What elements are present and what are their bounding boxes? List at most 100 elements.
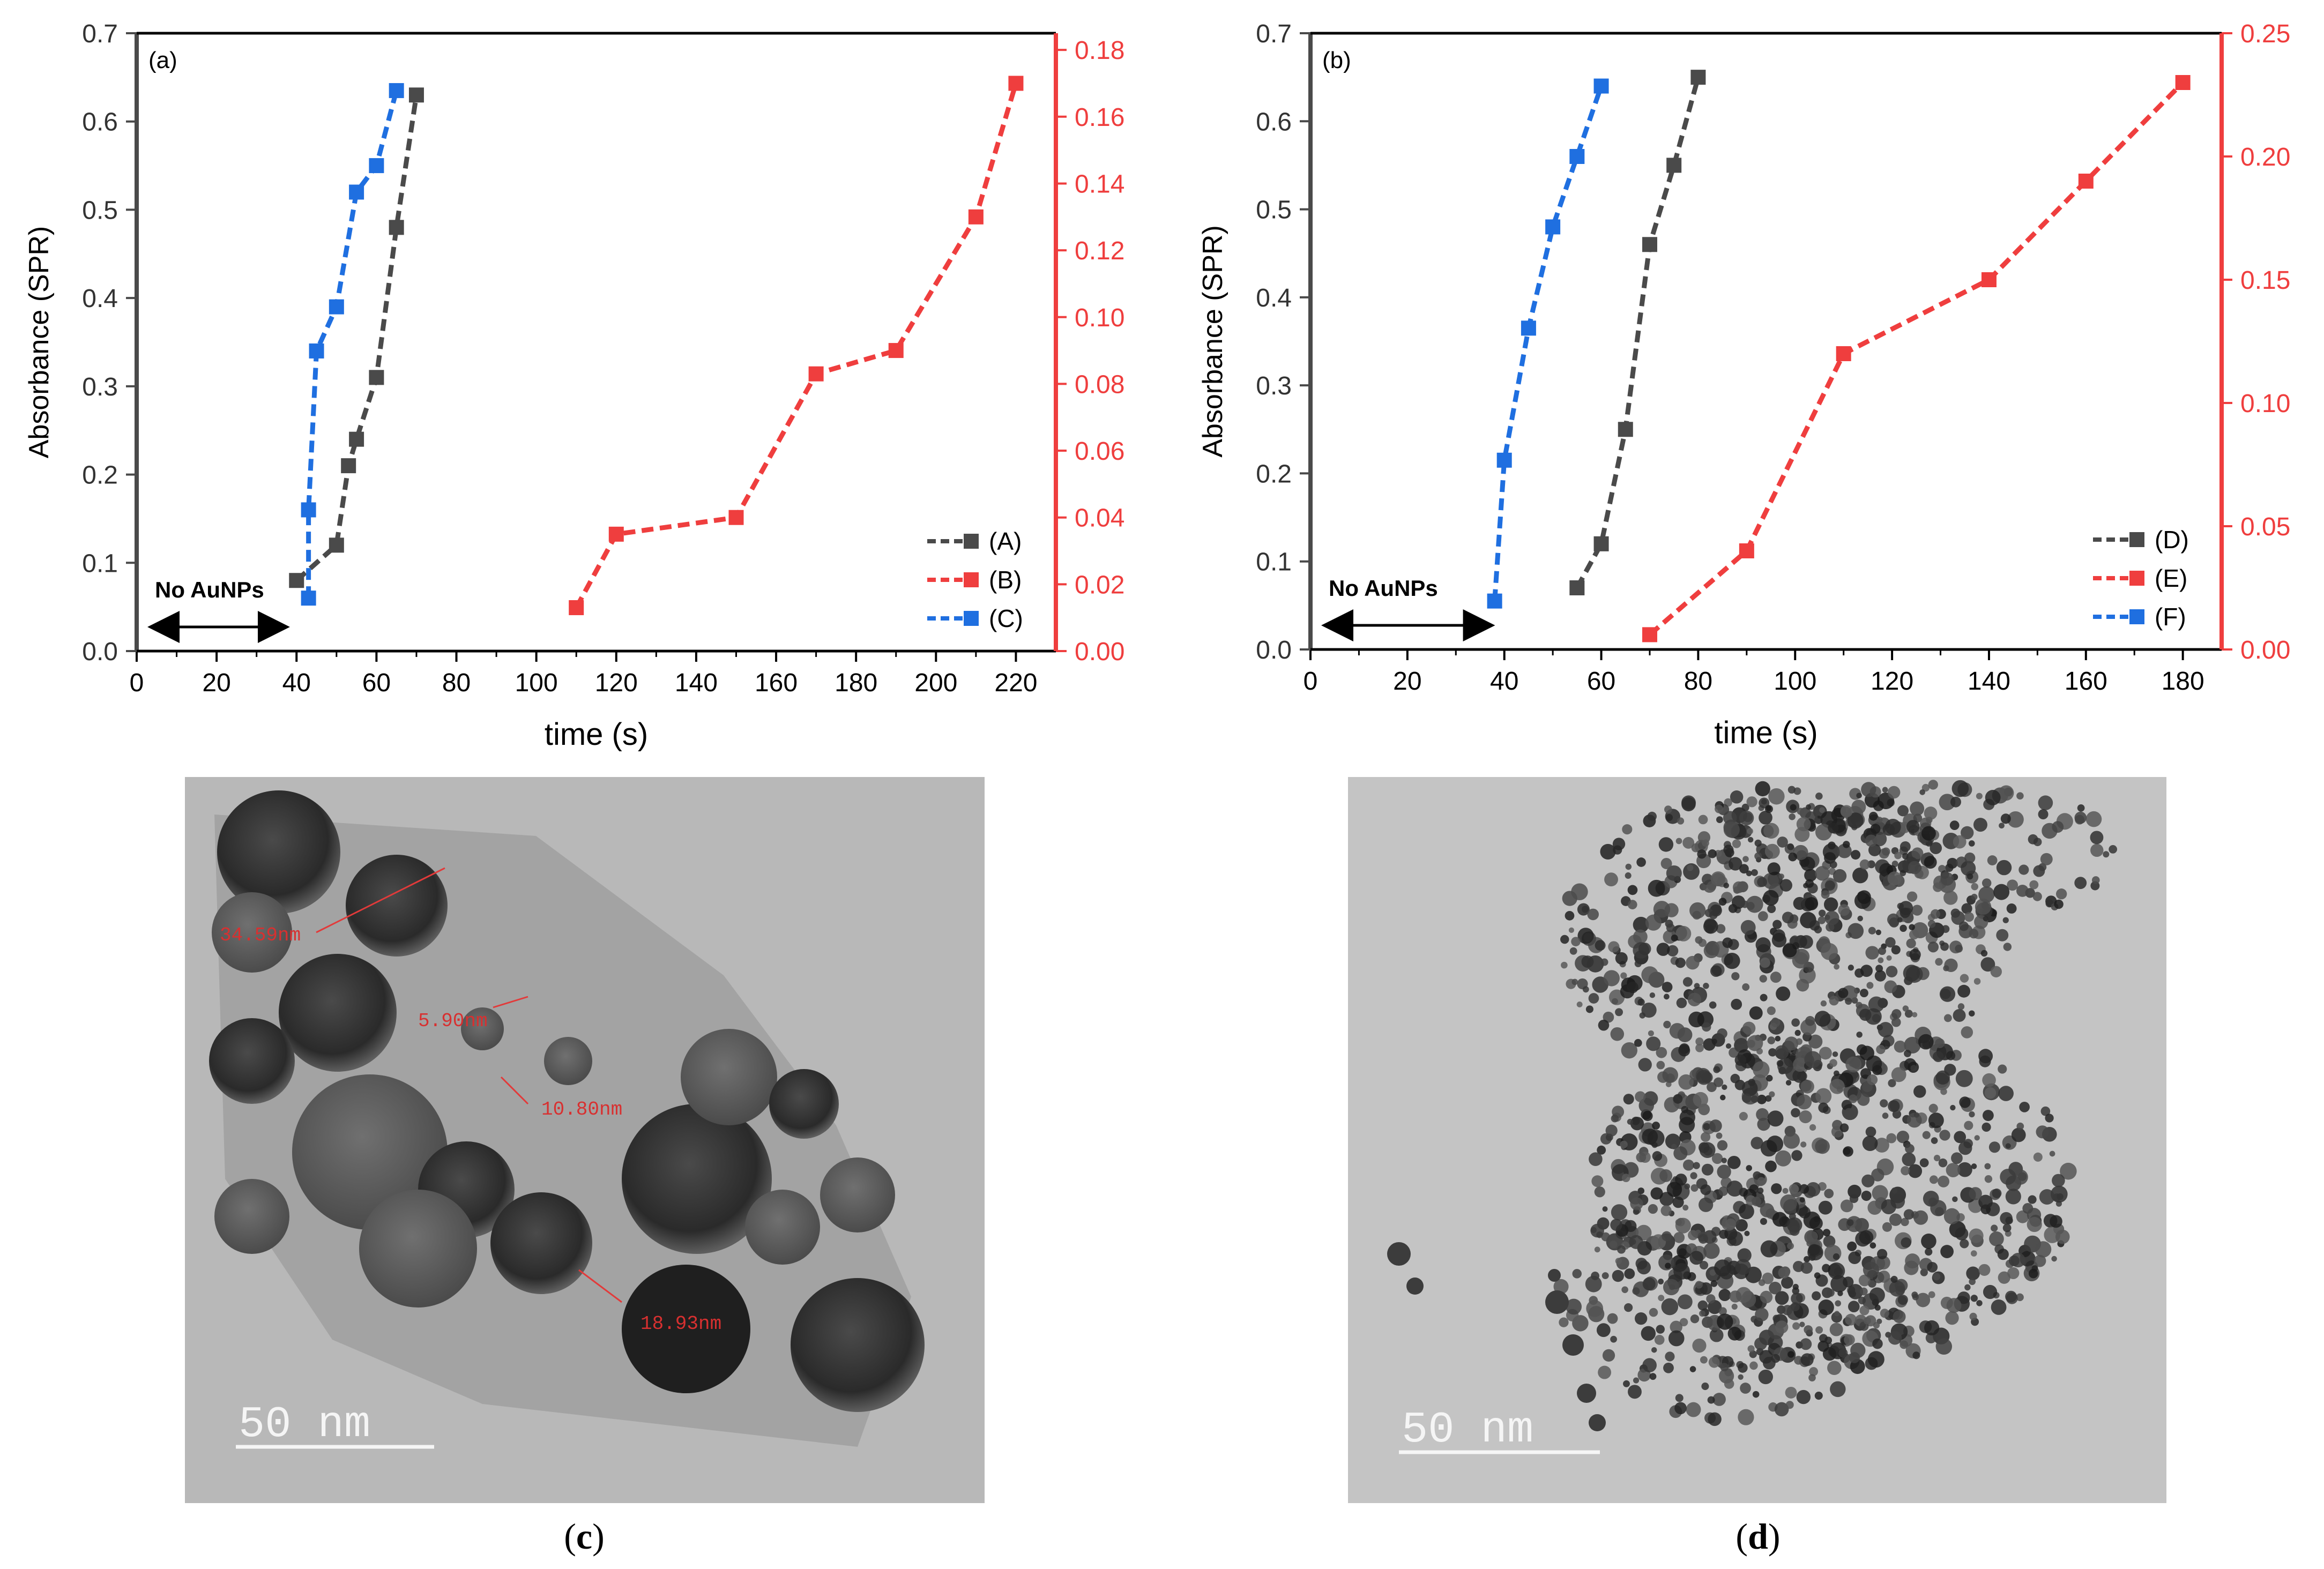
y-left-tick-label: 0.2	[1256, 460, 1292, 488]
x-tick-label: 100	[515, 669, 558, 697]
legend-label: (C)	[989, 604, 1023, 632]
x-axis-label: time (s)	[1714, 715, 1818, 750]
y-right-tick-label: 0.25	[2240, 20, 2290, 48]
legend-marker	[2129, 609, 2144, 624]
data-point	[1690, 70, 1706, 85]
y-left-tick-label: 0.4	[1256, 284, 1292, 312]
y-left-tick-label: 0.6	[82, 108, 118, 137]
y-right-tick-label: 0.10	[2240, 390, 2290, 418]
y-right-tick-label: 0.14	[1075, 170, 1124, 198]
legend-marker	[2129, 571, 2144, 586]
x-tick-label: 160	[2065, 667, 2107, 696]
x-tick-label: 200	[914, 669, 957, 697]
tem-c-measure-4: 18.93nm	[640, 1313, 721, 1335]
x-axis-label: time (s)	[545, 717, 648, 752]
y-right-tick-label: 0.08	[1075, 370, 1124, 399]
y-left-tick-label: 0.0	[1256, 636, 1292, 664]
data-point	[1487, 593, 1502, 609]
data-point	[341, 458, 356, 474]
y-left-tick-label: 0.0	[82, 638, 118, 666]
data-point	[301, 591, 316, 606]
x-tick-label: 120	[595, 669, 638, 697]
x-tick-label: 140	[1968, 667, 2010, 696]
y-right-tick-label: 0.00	[1075, 638, 1124, 666]
y-left-tick-label: 0.5	[1256, 196, 1292, 225]
data-point	[329, 537, 344, 553]
data-point	[349, 184, 364, 200]
data-point	[389, 220, 404, 235]
data-point	[389, 83, 404, 99]
data-point	[309, 343, 324, 358]
y-right-tick-label: 0.04	[1075, 504, 1124, 533]
data-point	[1593, 536, 1609, 551]
data-point	[728, 510, 744, 525]
x-tick-label: 180	[2162, 667, 2204, 696]
data-point	[608, 526, 624, 542]
tem-c-measure-1: 34.59nm	[220, 924, 301, 946]
caption-c: (c)	[564, 1516, 605, 1557]
data-point	[2078, 174, 2094, 189]
x-tick-label: 40	[1490, 667, 1518, 696]
series-line	[574, 83, 1018, 609]
y-left-tick-label: 0.7	[1256, 20, 1292, 48]
y-right-tick-label: 0.20	[2240, 143, 2290, 171]
x-tick-label: 20	[202, 669, 230, 697]
x-tick-label: 0	[1303, 667, 1318, 696]
series-line	[1575, 76, 1701, 589]
y-left-tick-label: 0.5	[82, 196, 118, 225]
data-point	[1642, 237, 1657, 252]
y-right-tick-label: 0.15	[2240, 266, 2290, 295]
data-point	[1618, 422, 1633, 437]
y-right-tick-label: 0.05	[2240, 513, 2290, 541]
y-right-tick-label: 0.16	[1075, 103, 1124, 132]
no-aunps-label: No AuNPs	[1329, 576, 1438, 601]
y-left-tick-label: 0.3	[1256, 372, 1292, 400]
series-line	[1492, 85, 1604, 601]
data-point	[1593, 78, 1609, 94]
y-left-tick-label: 0.1	[82, 549, 118, 578]
data-point	[1981, 272, 1997, 287]
data-point	[1569, 580, 1585, 595]
x-tick-label: 160	[755, 669, 798, 697]
x-tick-label: 80	[1684, 667, 1712, 696]
y-left-tick-label: 0.3	[82, 373, 118, 401]
x-tick-label: 0	[130, 669, 144, 697]
data-point	[888, 343, 904, 358]
y-right-tick-label: 0.10	[1075, 304, 1124, 332]
y-right-tick-label: 0.06	[1075, 437, 1124, 466]
x-tick-label: 60	[362, 669, 391, 697]
x-tick-label: 140	[675, 669, 718, 697]
no-aunps-label: No AuNPs	[155, 577, 264, 602]
panel-label: (b)	[1322, 47, 1351, 73]
legend-label: (A)	[989, 527, 1022, 555]
x-tick-label: 180	[835, 669, 877, 697]
data-point	[1545, 219, 1561, 235]
y-left-tick-label: 0.6	[1256, 108, 1292, 136]
data-point	[408, 87, 424, 103]
chart-b: 0 20 40 60 80 100 120 140 160 180 0.0 0.1 0.2 0.3 0.4 0…	[1197, 20, 2290, 750]
x-tick-label: 220	[994, 669, 1037, 697]
x-tick-label: 80	[442, 669, 471, 697]
legend-label: (B)	[989, 566, 1022, 594]
data-point	[1642, 627, 1657, 642]
x-tick-label: 100	[1774, 667, 1816, 696]
series-line	[1648, 80, 2185, 637]
x-tick-label: 120	[1871, 667, 1913, 696]
tem-d-scale-label: 50 nm	[1402, 1405, 1533, 1455]
data-point	[369, 158, 384, 174]
data-point	[1521, 320, 1536, 336]
data-point	[369, 370, 384, 385]
chart-a: 0 20 40 60 80 100 120 140 160 180 200 220 0.0 0.1 0.2 0…	[24, 20, 1124, 752]
tem-image-d: 50 nm	[1348, 777, 2166, 1503]
tem-c-measure-3: 10.80nm	[541, 1099, 622, 1120]
legend-marker	[964, 534, 979, 549]
y-left-tick-label: 0.4	[82, 285, 118, 313]
tem-c-measure-2: 5.90nm	[418, 1010, 488, 1032]
y-axis-label: Absorbance (SPR)	[1197, 225, 1228, 458]
data-point	[968, 209, 984, 225]
legend-marker	[2129, 532, 2144, 547]
legend-marker	[964, 611, 979, 626]
panel-label: (a)	[148, 47, 177, 73]
data-point	[329, 299, 344, 315]
